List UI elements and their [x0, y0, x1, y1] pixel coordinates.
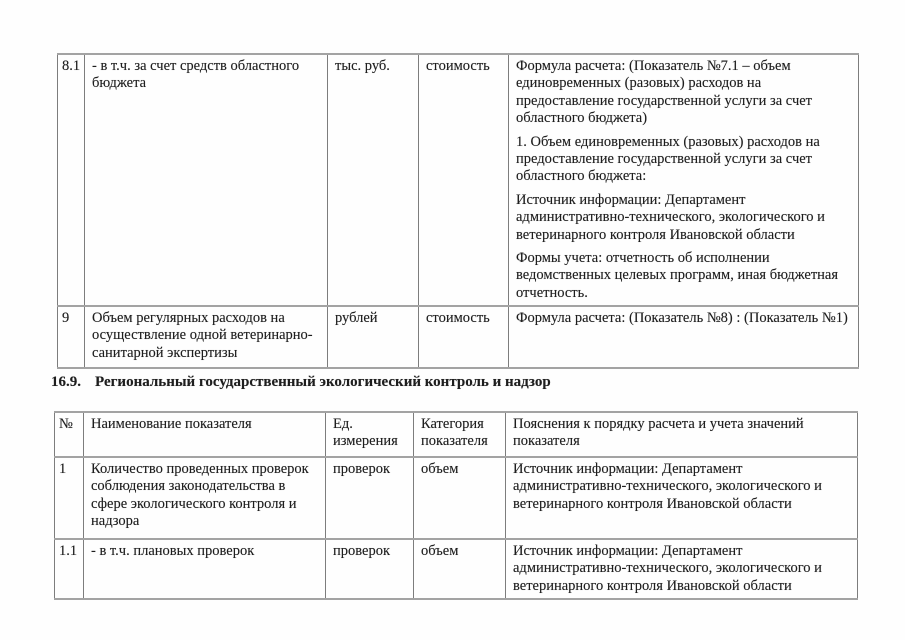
unit-cell: тыс. руб.	[327, 52, 419, 308]
notes-cell: Источник информации: Департамент админис…	[505, 537, 858, 601]
section-title: Региональный государственный экологическ…	[95, 374, 551, 390]
indicator-table: № Наименование показателя Ед. измерения …	[54, 411, 858, 601]
table-row-1: 1 Количество проведенных проверок соблюд…	[54, 456, 858, 540]
unit-cell: проверок	[325, 456, 414, 540]
category-cell: стоимость	[418, 305, 509, 370]
section-number: 16.9.	[51, 374, 81, 390]
notes-paragraph: Формула расчета: (Показатель №8) : (Пока…	[516, 310, 848, 327]
header-number-cell: №	[54, 411, 84, 458]
notes-paragraph: Источник информации: Департамент админис…	[513, 543, 822, 594]
indicator-name-cell: Количество проведенных проверок соблюден…	[83, 456, 326, 540]
row-number-cell: 1.1	[54, 537, 84, 601]
notes-paragraph: 1. Объем единовременных (разовых) расход…	[516, 133, 820, 185]
table-row-1-1: 1.1 - в т.ч. плановых проверок проверок …	[54, 537, 858, 601]
notes-paragraph: Источник информации: Департамент админис…	[516, 191, 825, 243]
notes-paragraph: Формы учета: отчетность об исполнении ве…	[516, 249, 839, 301]
notes-cell: Формула расчета: (Показатель №8) : (Пока…	[508, 305, 859, 370]
notes-paragraph: Формула расчета: (Показатель №7.1 – объе…	[516, 58, 813, 127]
header-notes-cell: Пояснения к порядку расчета и учета знач…	[505, 411, 858, 458]
category-cell: объем	[413, 456, 506, 540]
indicator-name-cell: - в т.ч. плановых проверок	[83, 537, 326, 601]
notes-paragraph: Источник информации: Департамент админис…	[513, 461, 822, 512]
table-header-row: № Наименование показателя Ед. измерения …	[54, 411, 858, 458]
table-row-8-1: 8.1 - в т.ч. за счет средств областного …	[57, 52, 859, 308]
header-category-cell: Категория показателя	[413, 411, 506, 458]
section-heading: 16.9. Региональный государственный эколог…	[51, 374, 551, 391]
notes-cell: Формула расчета: (Показатель №7.1 – объе…	[508, 52, 859, 308]
category-cell: объем	[413, 537, 506, 601]
notes-cell: Источник информации: Департамент админис…	[505, 456, 858, 540]
row-number-cell: 8.1	[57, 52, 85, 308]
unit-cell: рублей	[327, 305, 419, 370]
row-number-cell: 1	[54, 456, 84, 540]
indicator-name-cell: Объем регулярных расходов на осуществлен…	[84, 305, 328, 370]
table-row-9: 9 Объем регулярных расходов на осуществл…	[57, 305, 859, 370]
header-unit-cell: Ед. измерения	[325, 411, 414, 458]
continuation-table: 8.1 - в т.ч. за счет средств областного …	[57, 52, 859, 370]
row-number-cell: 9	[57, 305, 85, 370]
category-cell: стоимость	[418, 52, 509, 308]
unit-cell: проверок	[325, 537, 414, 601]
indicator-name-cell: - в т.ч. за счет средств областного бюдж…	[84, 52, 328, 308]
header-name-cell: Наименование показателя	[83, 411, 326, 458]
